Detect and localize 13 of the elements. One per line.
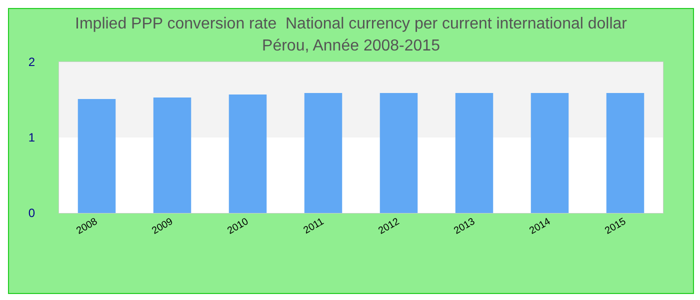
x-tick-label: 2014: [528, 216, 553, 237]
x-tick-label: 2012: [376, 216, 402, 237]
chart-subtitle: Pérou, Année 2008-2015: [262, 38, 440, 54]
y-tick-label: 0: [28, 206, 36, 220]
x-tick-label: 2015: [603, 216, 628, 237]
x-tick-label: 2010: [226, 216, 251, 237]
x-tick-label: 2013: [452, 216, 478, 237]
chart-title: Implied PPP conversion rate National currency per current international dollar: [75, 16, 628, 32]
x-tick-label: 2011: [302, 216, 326, 237]
x-tick-label: 2008: [74, 216, 100, 237]
y-tick-label: 1: [28, 130, 36, 144]
y-tick-label: 2: [28, 55, 36, 69]
x-tick-label: 2009: [150, 216, 176, 237]
